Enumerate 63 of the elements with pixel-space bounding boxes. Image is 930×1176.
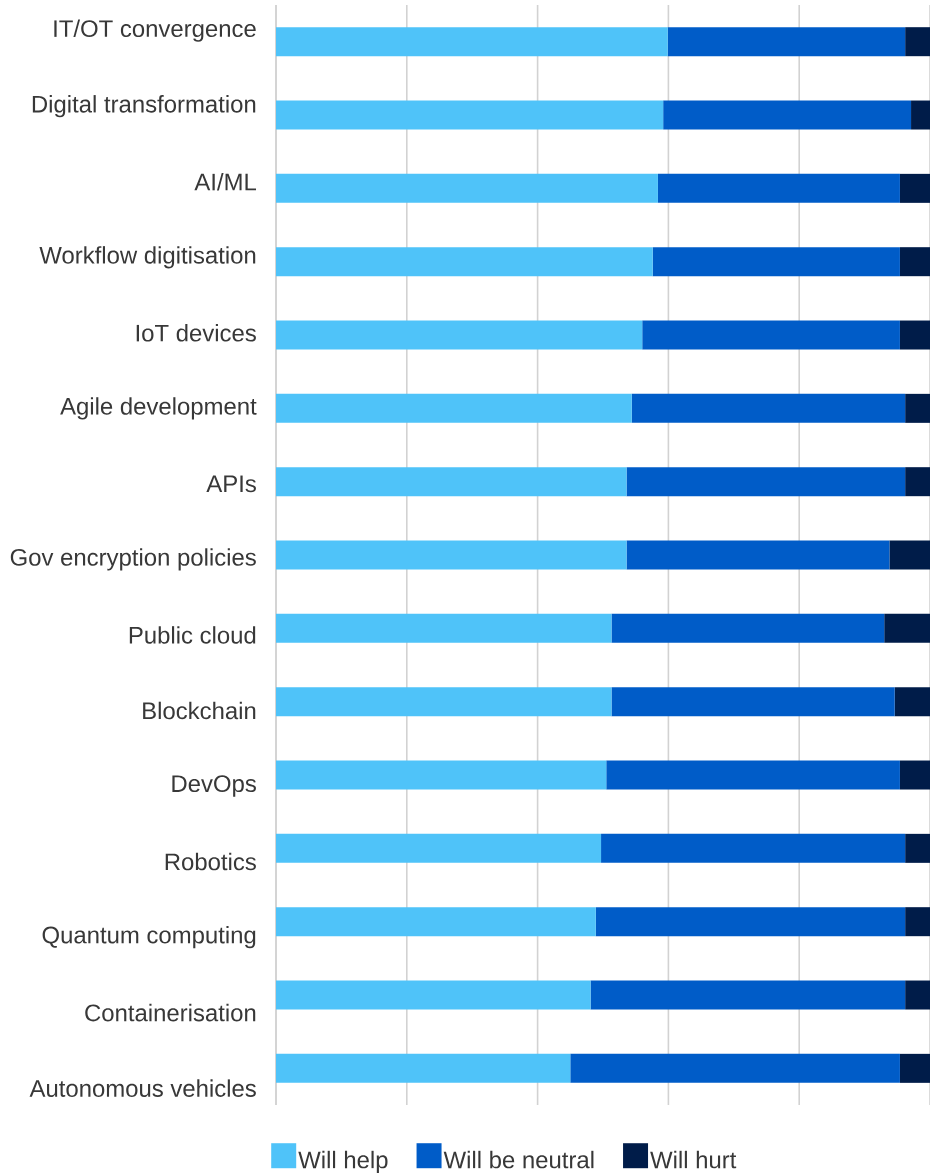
y-tick-label: Containerisation	[85, 1003, 256, 1022]
y-tick-label: APIs	[206, 475, 256, 493]
bar	[276, 393, 632, 423]
bar	[611, 687, 895, 717]
y-tick-label: Robotics	[165, 852, 256, 871]
bar	[276, 173, 658, 203]
y-tick-label: Gov encryption policies	[10, 548, 256, 571]
y-tick-label: Agile development	[60, 397, 257, 420]
bar	[276, 540, 627, 570]
y-tick-label: AI/ML	[194, 172, 257, 191]
y-tick-label: Autonomous vehicles	[29, 1079, 256, 1097]
bar	[905, 907, 930, 937]
bar	[657, 173, 900, 203]
y-tick-label: Digital transformation	[32, 95, 256, 118]
y-tick-label: Public cloud	[129, 626, 256, 644]
bar	[884, 613, 930, 643]
bar	[276, 760, 607, 790]
y-tick-label: IT/OT convergence	[54, 19, 256, 42]
bar	[590, 980, 906, 1010]
bar	[276, 833, 602, 863]
bar	[276, 467, 627, 497]
bar	[626, 540, 890, 570]
bar	[663, 100, 912, 130]
y-tick-label: Quantum computing	[42, 925, 256, 949]
bar	[899, 1053, 930, 1083]
legend-label: Will help	[298, 1150, 388, 1174]
bar	[889, 540, 930, 570]
bar	[276, 100, 664, 130]
bar	[642, 320, 900, 350]
bar	[652, 247, 900, 277]
bar	[276, 687, 612, 717]
legend-label: Will be neutral	[443, 1150, 594, 1169]
bar	[276, 613, 612, 643]
bar	[601, 833, 906, 863]
bar	[667, 27, 906, 57]
bar	[905, 393, 930, 423]
bar	[276, 907, 596, 937]
bar	[911, 100, 930, 130]
bar	[905, 833, 930, 863]
bar	[276, 247, 653, 277]
y-tick-label: Workflow digitisation	[39, 246, 256, 269]
bar	[276, 27, 668, 57]
bar	[905, 980, 930, 1010]
bar	[276, 320, 643, 350]
legend-label: Will hurt	[650, 1150, 737, 1169]
y-tick-label: IoT devices	[136, 324, 256, 342]
bar	[626, 467, 906, 497]
bar	[905, 467, 930, 497]
bar	[899, 760, 930, 790]
y-tick-label: DevOps	[172, 775, 256, 797]
bar	[276, 980, 591, 1010]
bar	[899, 173, 930, 203]
bar	[606, 760, 900, 790]
bar	[899, 320, 930, 350]
bar	[611, 613, 885, 643]
bar	[894, 687, 930, 717]
bar	[570, 1053, 900, 1083]
bar	[276, 1053, 571, 1083]
bar	[905, 27, 930, 57]
bar	[899, 247, 930, 277]
y-tick-label: Blockchain	[143, 701, 256, 720]
bar	[595, 907, 906, 937]
bar	[631, 393, 906, 423]
